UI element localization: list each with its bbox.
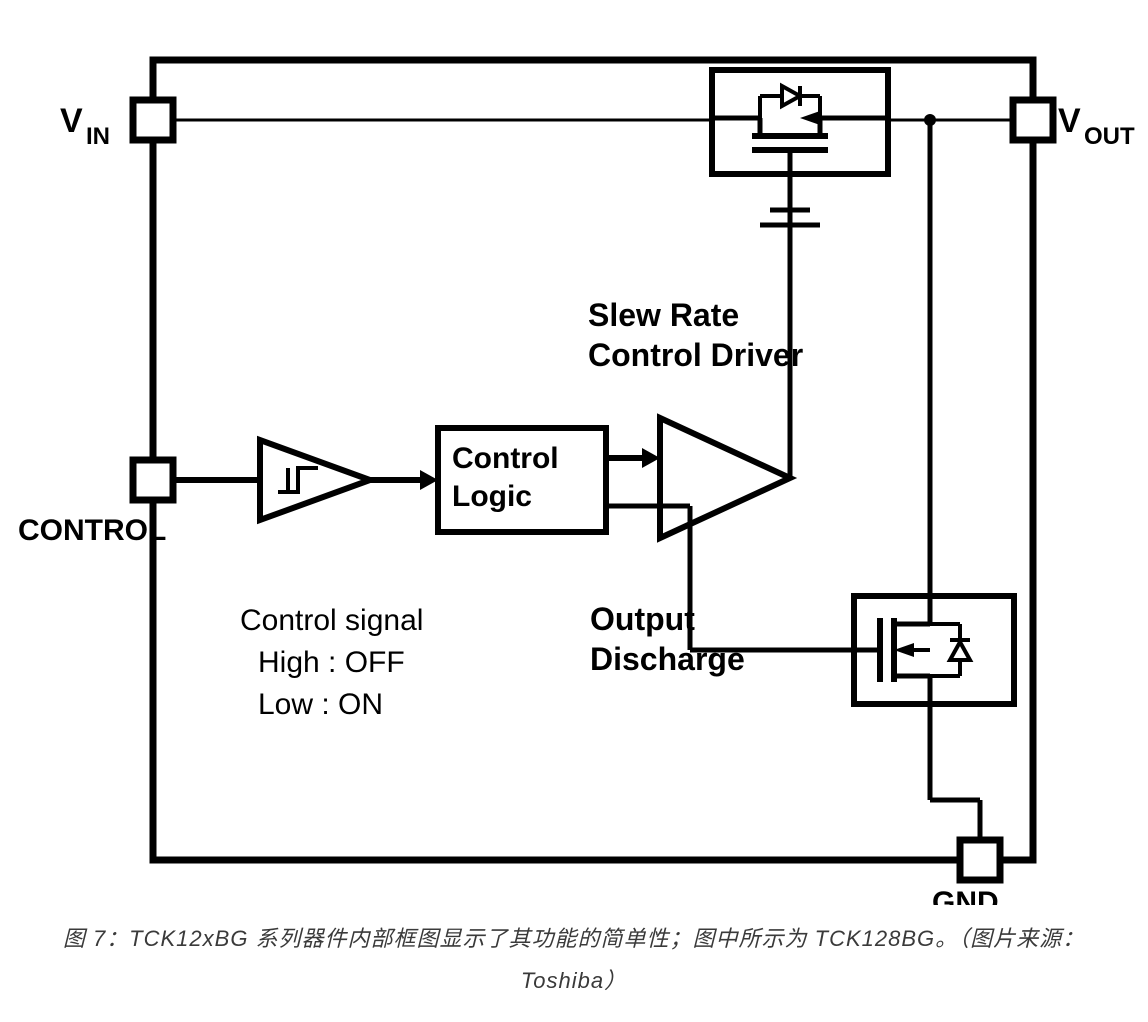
label-vin: V [60, 102, 83, 140]
label-vout-sub: OUT [1084, 123, 1135, 150]
label-gnd: GND [932, 886, 999, 905]
annot-ctrl-3: Low : ON [258, 688, 383, 721]
label-control: CONTROL [18, 514, 166, 547]
pin-vout [1013, 100, 1053, 140]
label-vin-sub: IN [86, 123, 110, 150]
schmitt-trigger [260, 440, 370, 520]
slew-driver [660, 418, 790, 538]
figure-caption: 图 7：TCK12xBG 系列器件内部框图显示了其功能的简单性；图中所示为 TC… [0, 910, 1148, 1022]
nmos-discharge [846, 596, 1014, 704]
block-diagram: V IN V OUT CONTROL GND Control Logic Sle… [0, 0, 1148, 905]
pin-control [133, 460, 173, 500]
label-slew2: Control Driver [588, 337, 803, 373]
label-outdisch2: Discharge [590, 641, 745, 677]
pin-gnd [960, 840, 1000, 880]
pmos-switch [712, 70, 888, 174]
annot-ctrl-2: High : OFF [258, 646, 405, 679]
pin-vin [133, 100, 173, 140]
label-outdisch1: Output [590, 601, 695, 637]
label-slew1: Slew Rate [588, 297, 739, 333]
control-logic-block: Control Logic [438, 428, 606, 532]
label-vout: V [1058, 102, 1081, 140]
control-logic-text2: Logic [452, 480, 532, 513]
control-logic-text1: Control [452, 442, 559, 475]
annot-ctrl-1: Control signal [240, 604, 423, 637]
